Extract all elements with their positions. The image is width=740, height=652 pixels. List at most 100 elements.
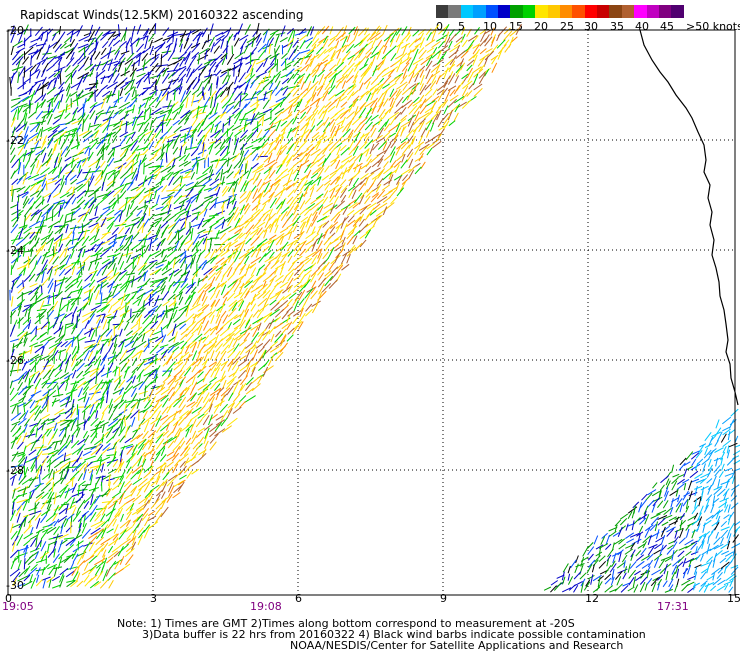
wind-barb [17,442,23,449]
wind-barb [102,434,103,443]
wind-barb [469,83,474,89]
wind-barb [240,347,246,355]
wind-barb [17,44,25,48]
wind-barb [216,217,224,222]
wind-barb [175,253,184,259]
wind-barb [101,539,110,545]
wind-barb [119,367,120,376]
wind-barb [703,523,705,533]
wind-barb [270,300,277,305]
wind-barb [196,432,202,438]
wind-barb [174,332,178,343]
wind-barb [713,476,717,485]
wind-barb [227,128,228,136]
wind-barb [160,345,168,348]
wind-barb [306,41,312,48]
wind-barb [37,518,40,529]
wind-barb [620,518,627,525]
wind-barb [324,203,333,208]
wind-barb [72,458,79,466]
wind-barb [124,262,133,270]
wind-barb [227,114,234,120]
wind-barb [269,219,276,229]
wind-barb [71,179,77,184]
wind-barb [43,525,53,528]
wind-barb [253,174,260,184]
wind-barb [37,334,45,340]
wind-barb [101,304,109,312]
wind-barb [17,317,23,323]
wind-barb [193,351,197,361]
wind-barb [223,75,228,84]
wind-barb [330,113,337,119]
wind-barb [137,44,144,52]
wind-barb [329,263,334,271]
wind-barb [389,28,399,36]
wind-barb [353,178,358,186]
wind-barb [692,459,696,466]
wind-barb [184,153,190,161]
wind-barb [133,119,137,131]
wind-barb [295,262,304,270]
wind-barb [130,98,137,107]
wind-barb [239,135,247,142]
wind-barb [119,220,127,226]
wind-barb [233,407,241,413]
wind-barb [73,60,79,67]
wind-barb [281,26,285,37]
wind-barb [113,263,116,271]
wind-barb [257,311,261,318]
wind-barb [166,190,178,191]
wind-barb [169,399,178,408]
wind-barb [124,322,129,331]
wind-barb [67,192,75,197]
wind-barb [150,269,160,275]
wind-barb [43,63,48,72]
wind-barb [66,299,74,306]
wind-barb [156,65,168,67]
wind-barb [107,423,118,430]
wind-barb [239,396,246,403]
wind-barb [29,221,40,227]
wind-barb [275,38,278,48]
wind-barb [245,264,249,276]
wind-barb [101,371,111,376]
wind-barb [156,207,164,210]
wind-barb [161,166,171,172]
wind-barb [115,366,117,376]
wind-barb [157,195,160,204]
wind-barb [299,35,306,41]
wind-barb [150,120,152,130]
wind-barb [287,144,294,155]
wind-barb [193,234,200,245]
wind-barb [264,160,275,167]
wind-barb [52,209,53,221]
wind-barb [53,201,60,210]
wind-barb [186,377,192,383]
wind-barb [78,486,79,496]
wind-barb [180,461,185,467]
wind-barb [334,196,338,204]
wind-barb [265,257,274,262]
wind-barb [145,36,148,49]
wind-barb [139,105,141,114]
wind-barb [238,24,242,35]
wind-barb [220,395,224,406]
wind-barb [133,105,135,113]
wind-barb [18,72,20,83]
wind-barb [281,121,287,126]
wind-barb [337,172,343,181]
wind-barb [222,100,230,109]
wind-barb [10,325,15,337]
wind-barb [37,70,41,78]
wind-barb [205,50,207,60]
wind-barb [126,121,127,133]
wind-barb [723,440,731,446]
wind-barb [252,332,259,342]
wind-barb [42,341,48,348]
wind-barb [181,278,188,287]
wind-barb [169,392,175,402]
wind-barb [161,205,168,211]
wind-barb [305,74,310,84]
wind-barb [109,413,113,420]
